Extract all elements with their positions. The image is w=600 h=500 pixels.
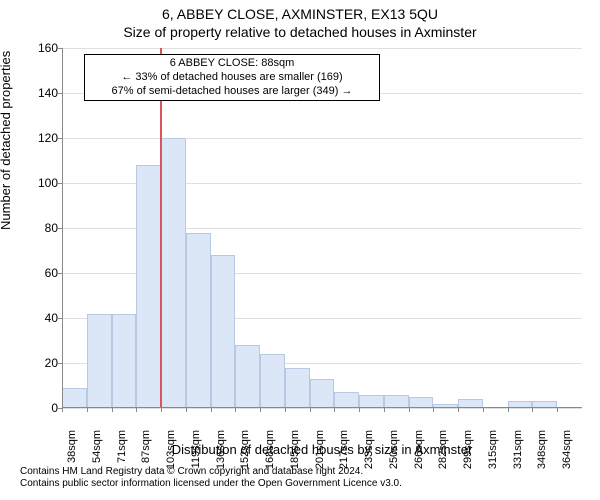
x-tick-mark <box>483 408 484 412</box>
x-tick-mark <box>458 408 459 412</box>
y-tick-mark <box>58 228 62 229</box>
chart-title-address: 6, ABBEY CLOSE, AXMINSTER, EX13 5QU <box>0 6 600 22</box>
x-axis <box>62 407 582 408</box>
bar <box>87 314 112 409</box>
y-tick-label: 80 <box>24 221 58 235</box>
bar <box>112 314 137 409</box>
bar <box>285 368 310 409</box>
y-axis-label: Number of detached properties <box>0 51 13 230</box>
y-tick-mark <box>58 183 62 184</box>
x-tick-mark <box>532 408 533 412</box>
bar <box>186 233 211 409</box>
x-tick-mark <box>186 408 187 412</box>
y-axis <box>62 48 63 408</box>
y-tick-label: 40 <box>24 311 58 325</box>
bar <box>310 379 335 408</box>
y-tick-label: 0 <box>24 401 58 415</box>
bar <box>235 345 260 408</box>
x-tick-mark <box>384 408 385 412</box>
x-axis-label: Distribution of detached houses by size … <box>62 442 582 457</box>
y-tick-label: 120 <box>24 131 58 145</box>
y-tick-label: 140 <box>24 86 58 100</box>
bar <box>359 395 384 409</box>
y-tick-label: 60 <box>24 266 58 280</box>
x-tick-mark <box>260 408 261 412</box>
x-tick-mark <box>508 408 509 412</box>
x-tick-mark <box>359 408 360 412</box>
bar <box>136 165 161 408</box>
y-tick-mark <box>58 93 62 94</box>
bar <box>384 395 409 409</box>
x-tick-mark <box>409 408 410 412</box>
bar <box>334 392 359 408</box>
x-tick-mark <box>112 408 113 412</box>
y-tick-mark <box>58 48 62 49</box>
x-tick-mark <box>161 408 162 412</box>
grid-line <box>62 408 582 409</box>
y-tick-label: 160 <box>24 41 58 55</box>
plot-area: 020406080100120140160 38sqm54sqm71sqm87s… <box>62 48 582 408</box>
x-tick-mark <box>235 408 236 412</box>
x-tick-mark <box>557 408 558 412</box>
y-tick-mark <box>58 318 62 319</box>
bar <box>211 255 236 408</box>
x-tick-mark <box>87 408 88 412</box>
y-tick-label: 20 <box>24 356 58 370</box>
chart-title-subtitle: Size of property relative to detached ho… <box>0 24 600 40</box>
x-tick-mark <box>285 408 286 412</box>
grid-line <box>62 138 582 139</box>
bar <box>62 388 87 408</box>
chart-container: 6, ABBEY CLOSE, AXMINSTER, EX13 5QU Size… <box>0 0 600 500</box>
y-tick-mark <box>58 138 62 139</box>
grid-line <box>62 48 582 49</box>
x-tick-mark <box>433 408 434 412</box>
caption-line2: Contains public sector information licen… <box>20 478 402 489</box>
bar <box>260 354 285 408</box>
caption: Contains HM Land Registry data © Crown c… <box>20 466 580 490</box>
x-tick-mark <box>211 408 212 412</box>
x-tick-mark <box>62 408 63 412</box>
x-tick-mark <box>334 408 335 412</box>
x-tick-mark <box>310 408 311 412</box>
reference-line <box>160 48 162 408</box>
x-tick-mark <box>136 408 137 412</box>
y-tick-mark <box>58 363 62 364</box>
bar <box>161 138 186 408</box>
annotation-box: 6 ABBEY CLOSE: 88sqm ← 33% of detached h… <box>84 54 380 101</box>
y-tick-mark <box>58 273 62 274</box>
y-tick-label: 100 <box>24 176 58 190</box>
annotation-line2: ← 33% of detached houses are smaller (16… <box>91 71 373 85</box>
caption-line1: Contains HM Land Registry data © Crown c… <box>20 466 363 477</box>
annotation-line1: 6 ABBEY CLOSE: 88sqm <box>91 57 373 71</box>
annotation-line3: 67% of semi-detached houses are larger (… <box>91 85 373 99</box>
